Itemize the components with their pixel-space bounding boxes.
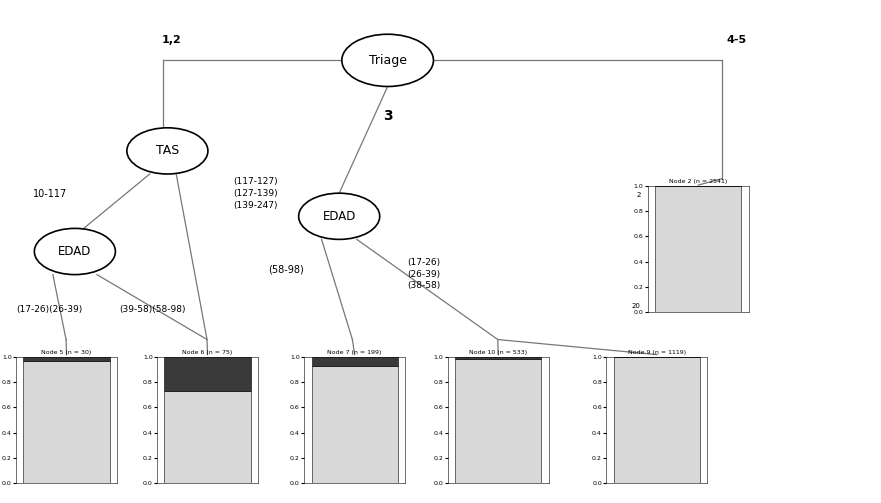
Text: 1,2: 1,2 — [162, 35, 181, 45]
Text: 4-5: 4-5 — [727, 35, 747, 45]
Text: (17-26)
(26-39)
(38-58): (17-26) (26-39) (38-58) — [407, 258, 440, 290]
Bar — [24, 357, 109, 361]
Title: Node 10 (n = 533): Node 10 (n = 533) — [470, 351, 527, 355]
Title: Node 5 (n = 30): Node 5 (n = 30) — [41, 351, 92, 355]
Text: (58-98): (58-98) — [269, 264, 304, 274]
Ellipse shape — [34, 228, 115, 275]
Bar — [455, 357, 541, 359]
Text: 20: 20 — [632, 303, 640, 309]
Title: Node 2 (n = 2541): Node 2 (n = 2541) — [669, 180, 728, 184]
Bar — [312, 366, 397, 483]
Bar — [455, 359, 541, 483]
Text: (17-26)(26-39): (17-26)(26-39) — [16, 305, 82, 314]
Title: Node 7 (n = 199): Node 7 (n = 199) — [328, 351, 381, 355]
Bar — [312, 357, 397, 366]
Ellipse shape — [299, 193, 380, 239]
Bar — [614, 357, 700, 483]
Text: 10-117: 10-117 — [33, 189, 67, 199]
Bar — [24, 361, 109, 483]
Text: TAS: TAS — [156, 144, 179, 157]
Text: (117-127)
(127-139)
(139-247): (117-127) (127-139) (139-247) — [233, 178, 278, 210]
Ellipse shape — [342, 34, 433, 87]
Text: Triage: Triage — [368, 54, 407, 67]
Title: Node 9 (n = 1119): Node 9 (n = 1119) — [628, 351, 685, 355]
Bar — [655, 186, 741, 312]
Text: 2: 2 — [636, 193, 640, 198]
Ellipse shape — [127, 128, 208, 174]
Text: (39-58)(58-98): (39-58)(58-98) — [119, 305, 185, 314]
Text: EDAD: EDAD — [58, 245, 92, 258]
Text: EDAD: EDAD — [322, 210, 356, 223]
Bar — [165, 391, 250, 483]
Bar — [165, 357, 250, 391]
Title: Node 6 (n = 75): Node 6 (n = 75) — [182, 351, 233, 355]
Text: 3: 3 — [383, 109, 392, 123]
